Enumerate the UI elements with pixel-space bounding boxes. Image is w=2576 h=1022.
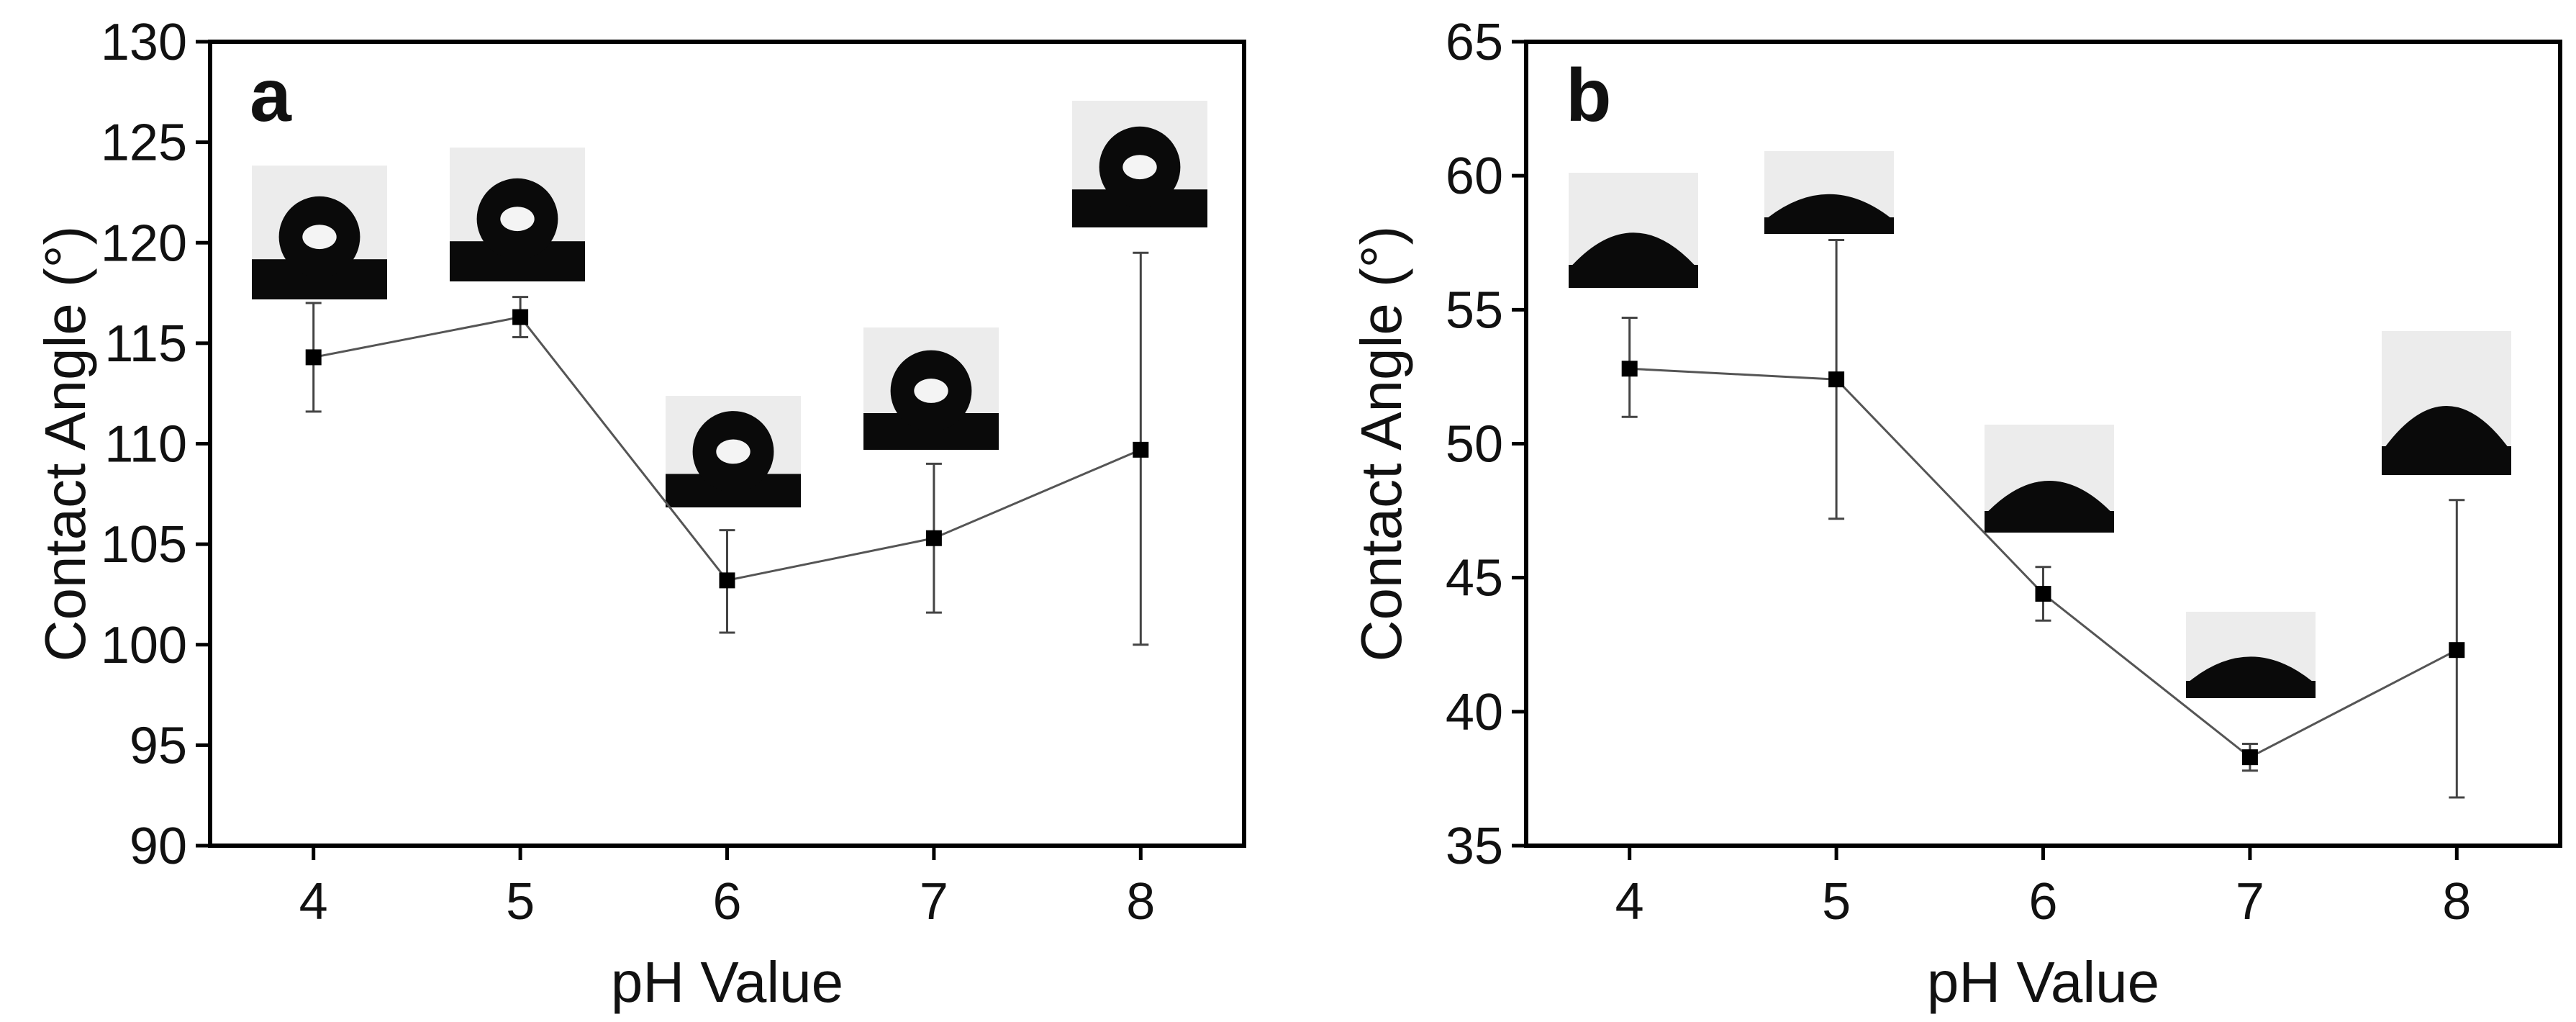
y-tick-label: 120 bbox=[101, 214, 187, 272]
y-tick-label: 60 bbox=[1446, 148, 1503, 205]
y-tick-label: 105 bbox=[101, 516, 187, 574]
x-tick-label: 8 bbox=[2442, 873, 2471, 931]
y-tick-label: 110 bbox=[104, 416, 187, 474]
data-point bbox=[1828, 371, 1845, 388]
data-point bbox=[2035, 586, 2051, 602]
x-tick-label: 4 bbox=[1615, 873, 1644, 931]
droplet-image bbox=[1985, 425, 2114, 533]
droplet-image bbox=[1764, 151, 1894, 234]
x-tick-label: 4 bbox=[299, 873, 328, 931]
y-tick-label: 55 bbox=[1446, 281, 1503, 339]
y-axis-title: Contact Angle (°) bbox=[1349, 226, 1413, 662]
droplet-image bbox=[2186, 612, 2316, 698]
y-tick-label: 95 bbox=[130, 717, 187, 774]
x-axis-title: pH Value bbox=[611, 950, 843, 1014]
y-tick-label: 100 bbox=[101, 617, 187, 674]
droplet-image bbox=[666, 396, 801, 507]
data-point bbox=[719, 572, 735, 589]
y-tick-label: 45 bbox=[1446, 550, 1503, 607]
y-tick-label: 130 bbox=[101, 14, 187, 71]
panel-label: a bbox=[250, 54, 292, 137]
y-tick-label: 90 bbox=[130, 818, 187, 875]
droplet-image bbox=[1072, 101, 1207, 227]
droplet-image bbox=[450, 148, 585, 281]
data-point bbox=[305, 349, 322, 366]
x-axis-title: pH Value bbox=[1927, 950, 2159, 1014]
x-tick-label: 5 bbox=[1822, 873, 1851, 931]
y-tick-label: 50 bbox=[1446, 416, 1503, 474]
data-point bbox=[925, 530, 942, 546]
data-point bbox=[2241, 749, 2258, 766]
panel-label: b bbox=[1566, 54, 1612, 137]
droplet-image bbox=[2382, 331, 2511, 475]
y-axis-title: Contact Angle (°) bbox=[33, 226, 97, 662]
data-point bbox=[1133, 441, 1149, 458]
y-tick-label: 125 bbox=[101, 114, 187, 172]
chart-panel-a: 90 95 100 105 110 115 120 125 130 4 5 6 7 8 pH Value Co… bbox=[33, 14, 1246, 1014]
x-tick-label: 5 bbox=[506, 873, 535, 931]
x-tick-label: 6 bbox=[712, 873, 741, 931]
y-tick-label: 65 bbox=[1446, 14, 1503, 71]
x-tick-label: 8 bbox=[1126, 873, 1155, 931]
y-tick-label: 35 bbox=[1446, 818, 1503, 875]
x-tick-label: 6 bbox=[2028, 873, 2057, 931]
data-point bbox=[1621, 361, 1638, 377]
y-tick-label: 115 bbox=[104, 315, 187, 373]
data-point bbox=[2449, 642, 2465, 659]
droplet-image bbox=[863, 327, 999, 450]
droplet-image bbox=[1569, 173, 1698, 288]
x-tick-label: 7 bbox=[2236, 873, 2264, 931]
droplet-image bbox=[252, 166, 387, 299]
data-point bbox=[512, 309, 529, 325]
y-tick-label: 40 bbox=[1446, 684, 1503, 741]
x-tick-label: 7 bbox=[920, 873, 948, 931]
